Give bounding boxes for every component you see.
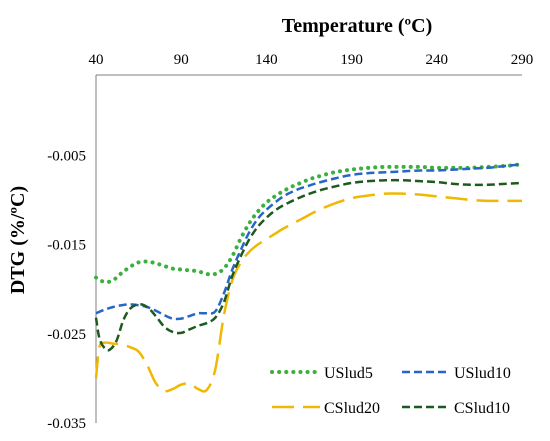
legend-label-uslud10: USlud10 [454, 365, 511, 382]
series-line-uslud5 [94, 162, 524, 285]
y-tick-label: -0.015 [47, 238, 86, 254]
series-line-cslud10 [94, 178, 523, 352]
legend: USlud5 USlud10 CSlud20 CSlud10 [270, 365, 511, 417]
x-tick-label: 290 [511, 52, 534, 68]
series-line-cslud20 [94, 192, 522, 393]
x-axis-title: Temperature (ºC) [282, 15, 432, 37]
y-axis-title: DTG (%/ºC) [7, 186, 29, 294]
legend-label-uslud5: USlud5 [324, 365, 373, 382]
series-line-uslud10 [95, 162, 523, 321]
x-tick-label: 240 [426, 52, 449, 68]
x-tick-label: 40 [89, 52, 104, 68]
x-tick-labels: 40 90 140 190 240 290 [89, 52, 534, 68]
legend-label-cslud20: CSlud20 [324, 400, 380, 417]
y-tick-labels: -0.005 -0.015 -0.025 -0.035 [47, 148, 86, 432]
x-tick-label: 190 [340, 52, 363, 68]
y-tick-label: -0.025 [47, 327, 86, 343]
legend-label-cslud10: CSlud10 [454, 400, 510, 417]
series-layer [94, 162, 524, 393]
y-tick-label: -0.035 [47, 416, 86, 432]
x-tick-label: 140 [255, 52, 278, 68]
y-tick-label: -0.005 [47, 148, 86, 164]
x-tick-label: 90 [174, 52, 189, 68]
